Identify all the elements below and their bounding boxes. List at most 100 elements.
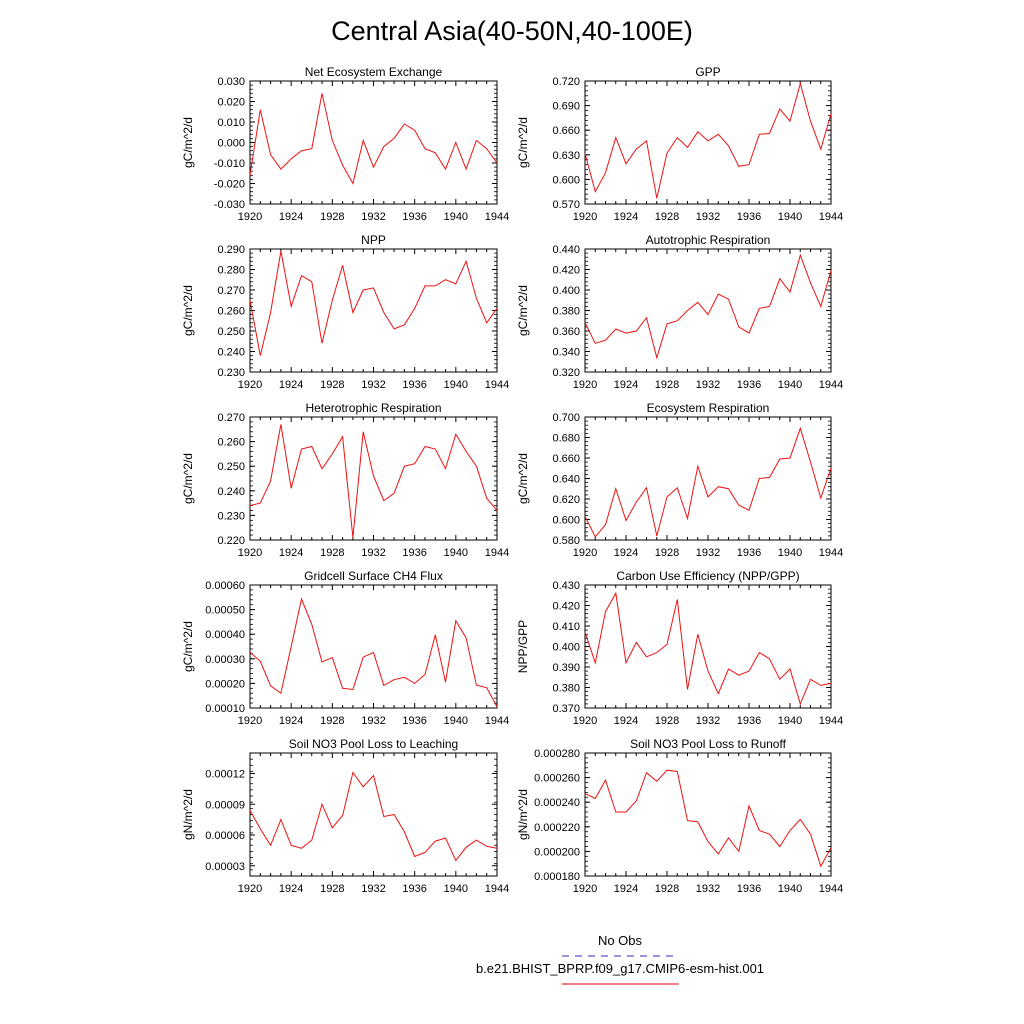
y-tick-label: 0.690 (552, 101, 580, 113)
x-tick-label: 1928 (320, 379, 344, 391)
y-tick-label: 0.020 (217, 97, 245, 109)
y-tick-label: 0.00050 (205, 605, 245, 617)
x-tick-label: 1920 (238, 211, 262, 223)
panel-title: Autotrophic Respiration (646, 233, 771, 247)
x-tick-label: 1932 (361, 883, 385, 895)
y-tick-label: 0.320 (552, 367, 580, 379)
x-tick-label: 1944 (819, 379, 843, 391)
chart-panel: Soil NO3 Pool Loss to Leaching 1920 1924 19… (181, 737, 509, 895)
x-tick-label: 1920 (573, 211, 597, 223)
x-tick-label: 1936 (737, 379, 761, 391)
y-tick-label: 0.220 (217, 535, 245, 547)
y-tick-label: 0.000180 (534, 871, 580, 883)
y-tick-label: 0.010 (217, 117, 245, 129)
y-tick-label: 0.430 (552, 580, 580, 592)
x-tick-label: 1944 (485, 547, 509, 559)
x-tick-label: 1936 (402, 547, 426, 559)
y-tick-label: -0.030 (214, 199, 245, 211)
panel-title: Soil NO3 Pool Loss to Leaching (289, 737, 458, 751)
plot-frame (249, 752, 498, 877)
y-tick-label: 0.230 (217, 367, 245, 379)
y-axis-label: gC/m^2/d (516, 117, 530, 168)
y-tick-label: 0.290 (217, 244, 245, 256)
y-tick-label: 0.240 (217, 347, 245, 359)
panel-title: Net Ecosystem Exchange (305, 65, 443, 79)
x-tick-label: 1924 (614, 547, 638, 559)
chart-panel: Soil NO3 Pool Loss to Runoff 1920 1924 1928… (516, 737, 843, 895)
series-line (249, 251, 498, 356)
plot-frame (249, 584, 498, 709)
y-tick-label: 0.000 (217, 138, 245, 150)
x-tick-label: 1936 (402, 379, 426, 391)
y-tick-label: 0.700 (552, 412, 580, 424)
y-tick-label: 0.390 (552, 662, 580, 674)
plot-frame (584, 416, 832, 541)
chart-panel: Autotrophic Respiration 1920 1924 1928 1932 1… (516, 233, 843, 391)
y-tick-label: 0.000260 (534, 773, 580, 785)
x-tick-label: 1920 (238, 547, 262, 559)
y-tick-label: 0.660 (552, 125, 580, 137)
y-tick-label: 0.00010 (205, 703, 245, 715)
x-tick-label: 1932 (696, 547, 720, 559)
x-tick-label: 1936 (402, 883, 426, 895)
x-tick-label: 1940 (778, 883, 802, 895)
x-tick-label: 1932 (361, 379, 385, 391)
y-tick-label: 0.00003 (205, 861, 245, 873)
x-tick-label: 1936 (737, 715, 761, 727)
y-tick-label: 0.340 (552, 347, 580, 359)
x-tick-label: 1932 (696, 715, 720, 727)
x-tick-label: 1928 (320, 547, 344, 559)
legend: No Obs b.e21.BHIST_BPRP.f09_g17.CMIP6-es… (476, 933, 764, 985)
y-axis-label: gC/m^2/d (181, 453, 195, 504)
y-tick-label: 0.640 (552, 474, 580, 486)
y-tick-label: 0.260 (217, 306, 245, 318)
y-axis-label: NPP/GPP (516, 620, 530, 673)
x-tick-label: 1928 (320, 211, 344, 223)
x-tick-label: 1940 (778, 211, 802, 223)
x-tick-label: 1920 (573, 883, 597, 895)
series-line (249, 771, 498, 862)
x-tick-label: 1944 (819, 211, 843, 223)
series-line (584, 769, 832, 868)
x-tick-label: 1940 (444, 883, 468, 895)
y-tick-label: 0.280 (217, 265, 245, 277)
panel-title: NPP (361, 233, 386, 247)
y-axis-label: gC/m^2/d (516, 285, 530, 336)
y-tick-label: 0.000240 (534, 797, 580, 809)
y-tick-label: 0.680 (552, 433, 580, 445)
x-tick-label: 1932 (361, 211, 385, 223)
y-tick-label: 0.420 (552, 601, 580, 613)
plot-frame (249, 80, 498, 205)
y-tick-label: 0.230 (217, 510, 245, 522)
x-tick-label: 1928 (320, 883, 344, 895)
x-tick-label: 1932 (361, 547, 385, 559)
y-tick-label: 0.720 (552, 76, 580, 88)
x-tick-label: 1920 (573, 715, 597, 727)
y-tick-label: 0.660 (552, 453, 580, 465)
y-tick-label: 0.600 (552, 174, 580, 186)
panel-title: Gridcell Surface CH4 Flux (304, 569, 443, 583)
chart-panel: Gridcell Surface CH4 Flux 1920 1924 1928 193… (181, 569, 509, 727)
legend-label-model: b.e21.BHIST_BPRP.f09_g17.CMIP6-esm-hist.… (476, 961, 764, 976)
x-tick-label: 1944 (485, 883, 509, 895)
y-tick-label: 0.00040 (205, 629, 245, 641)
y-tick-label: 0.370 (552, 703, 580, 715)
chart-panel: Heterotrophic Respiration 1920 1924 1928 193… (181, 401, 509, 559)
y-tick-label: 0.00012 (205, 769, 245, 781)
x-tick-label: 1940 (778, 715, 802, 727)
x-tick-label: 1924 (279, 883, 303, 895)
x-tick-label: 1936 (737, 547, 761, 559)
panel-title: GPP (695, 65, 720, 79)
y-tick-label: 0.270 (217, 285, 245, 297)
x-tick-label: 1920 (573, 547, 597, 559)
x-tick-label: 1932 (696, 883, 720, 895)
x-tick-label: 1924 (279, 715, 303, 727)
y-tick-label: 0.250 (217, 326, 245, 338)
x-tick-label: 1940 (444, 211, 468, 223)
chart-panel: GPP 1920 1924 1928 1932 1936 1940 1944 0.570 0.60… (516, 65, 843, 223)
series-line (584, 253, 832, 360)
x-tick-label: 1932 (696, 211, 720, 223)
chart-panel: Net Ecosystem Exchange 1920 1924 1928 1932 19… (181, 65, 509, 223)
y-tick-label: 0.580 (552, 535, 580, 547)
